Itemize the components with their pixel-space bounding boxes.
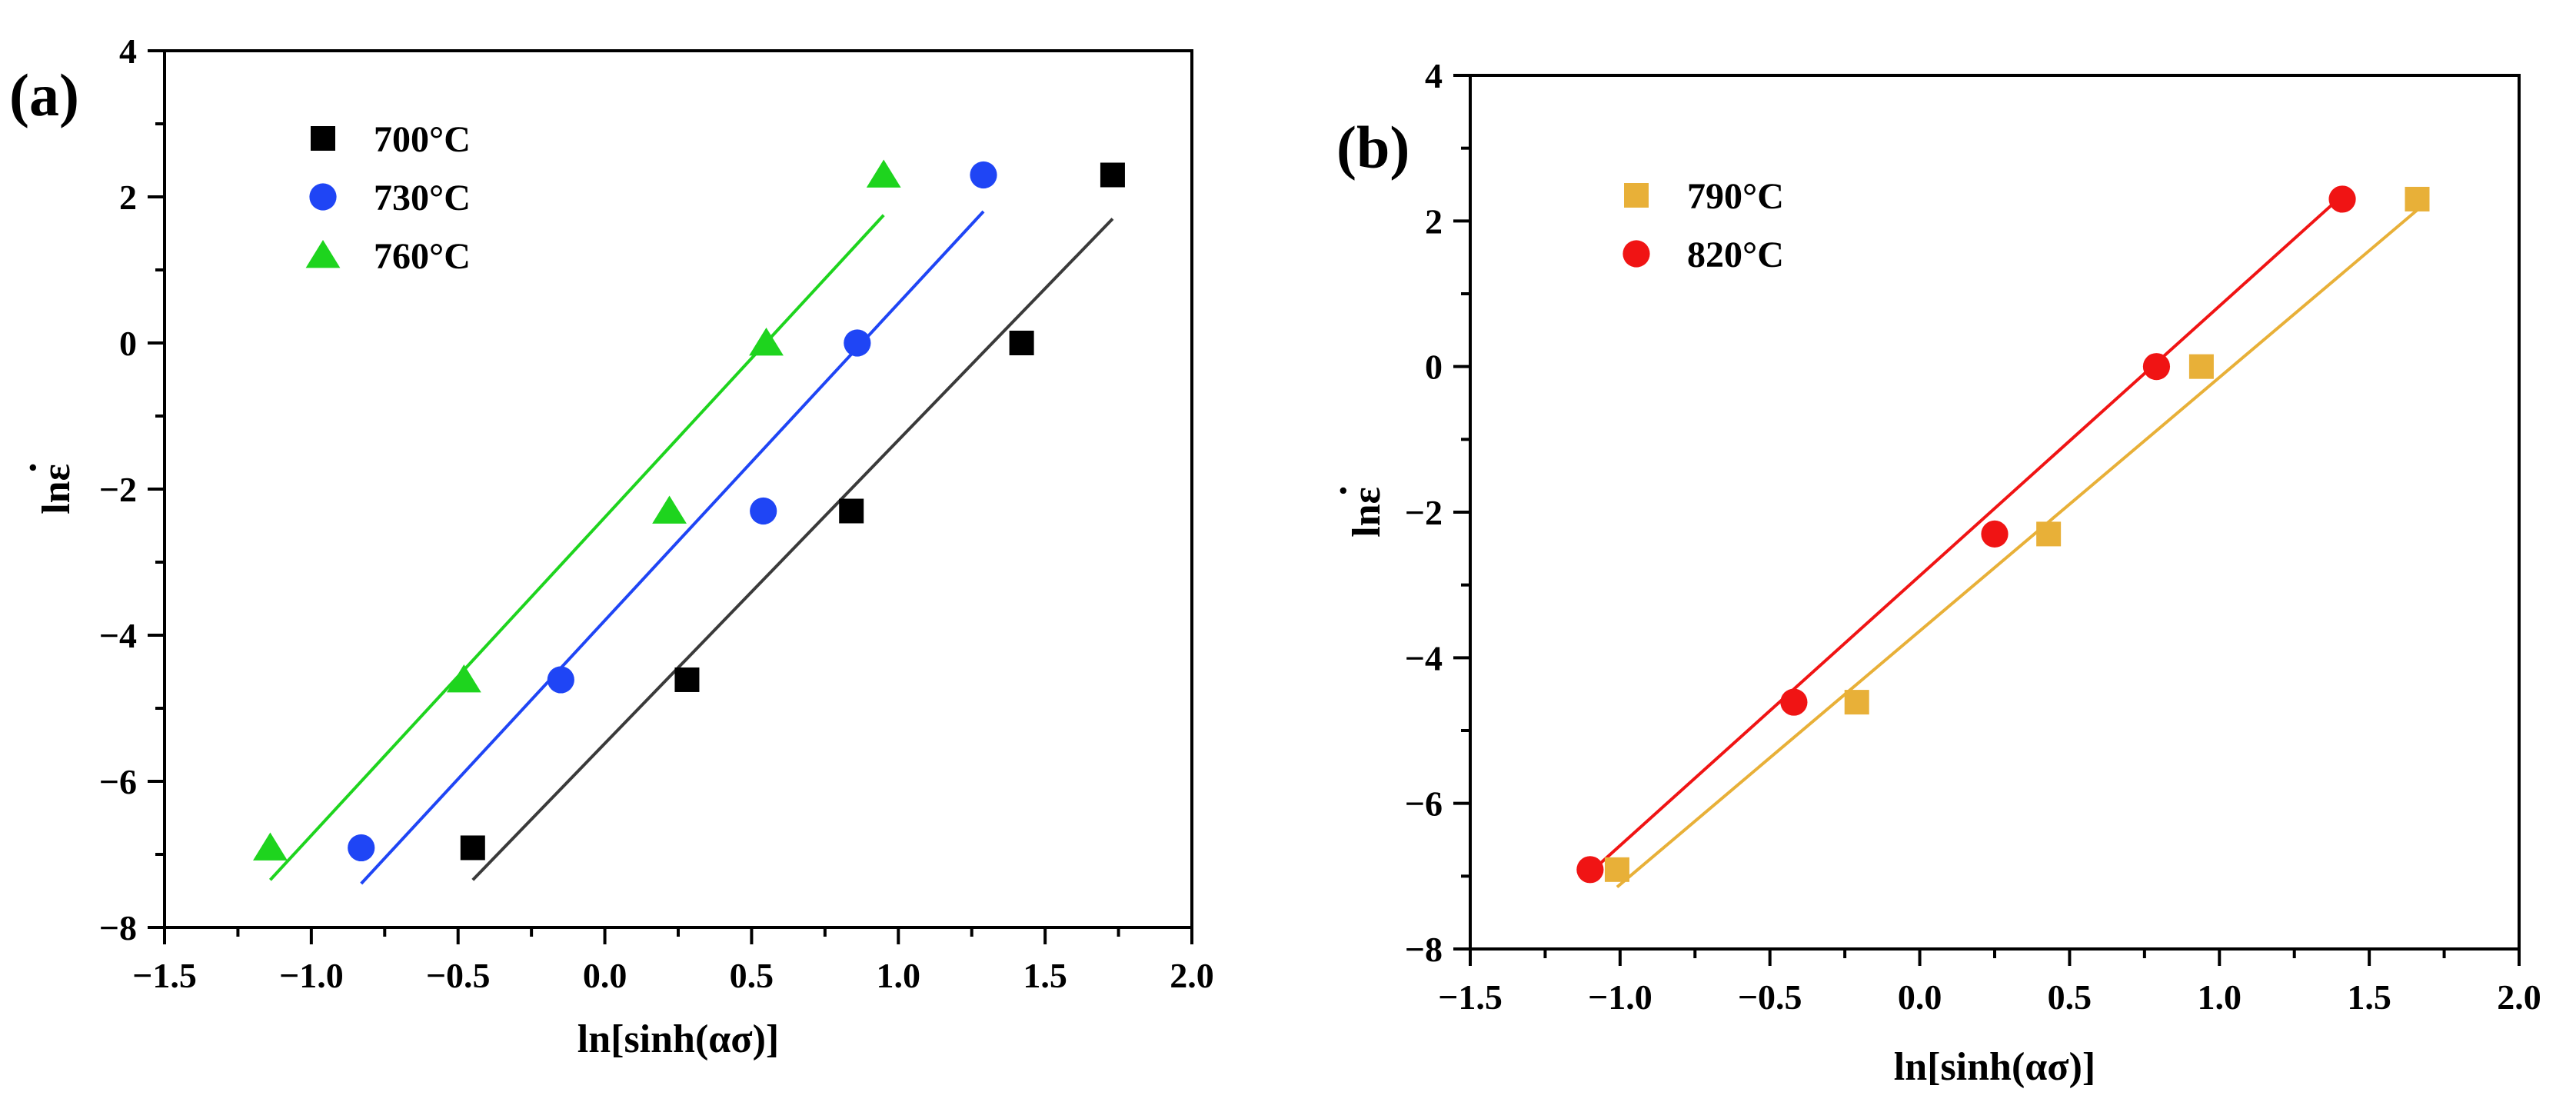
data-point	[1844, 690, 1869, 715]
data-point	[674, 667, 700, 692]
x-tick-label: 1.5	[1023, 956, 1067, 995]
panel-label: (a)	[9, 62, 79, 128]
x-tick-label: 0.5	[2048, 977, 2092, 1017]
panel-b: (b) −1.5 −1.0 −0.5 0.0 0.5 1.0 1.5 2.0 −8 −6 −4 −2 0…	[1322, 56, 2541, 1089]
data-point	[547, 666, 574, 694]
y-tick-label: 4	[1425, 56, 1443, 95]
y-tick-label: 2	[119, 178, 137, 217]
x-axis-label: ln[sinh(ασ)]	[1894, 1045, 2095, 1089]
x-axis-label: ln[sinh(ασ)]	[577, 1017, 779, 1061]
fit-line	[268, 214, 885, 881]
x-tick-label: 1.0	[2198, 977, 2242, 1017]
y-axis-label: lnε	[1345, 487, 1389, 538]
legend: 790°C 820°C	[1622, 176, 1784, 275]
y-tick-label: −2	[1405, 493, 1443, 532]
data-point	[1604, 857, 1629, 882]
y-tick-label: −4	[99, 616, 137, 655]
tick-labels: −1.5 −1.0 −0.5 0.0 0.5 1.0 1.5 2.0 −8 −6 −4 −2 0 2 4	[99, 32, 1214, 995]
fit-line	[471, 218, 1114, 881]
x-tick-label: −1.5	[132, 956, 197, 995]
legend: 700°C 730°C 760°C	[305, 119, 471, 277]
y-tick-label: 2	[1425, 201, 1443, 241]
y-tick-label: −6	[1405, 784, 1443, 824]
x-tick-label: 1.0	[877, 956, 921, 995]
fit-lines	[268, 210, 1114, 885]
data-point	[1780, 688, 1808, 716]
y-tick-label: 0	[119, 324, 137, 363]
x-tick-label: 0.5	[730, 956, 774, 995]
y-axis-label-group: lnε ·	[1322, 484, 1389, 537]
data-point	[1009, 331, 1034, 355]
data-point	[2142, 353, 2171, 381]
x-tick-label: 0.0	[1898, 977, 1942, 1017]
y-tick-label: −2	[99, 470, 137, 509]
x-tick-label: −1.0	[1588, 977, 1652, 1017]
y-tick-label: −6	[99, 762, 137, 801]
x-tick-label: −1.0	[279, 956, 344, 995]
legend-label: 820°C	[1687, 235, 1784, 275]
fit-line	[360, 210, 985, 885]
plot-frame	[163, 49, 1193, 929]
legend-label: 790°C	[1687, 176, 1784, 217]
data-point	[2328, 185, 2356, 213]
axis-ticks	[1453, 74, 2521, 966]
y-axis-label-dot: ·	[12, 461, 55, 474]
fit-line	[1589, 194, 2344, 874]
legend-label: 700°C	[374, 119, 471, 160]
data-point	[2188, 354, 2214, 379]
data-point	[652, 495, 687, 524]
y-tick-label: −4	[1405, 638, 1443, 678]
axis-ticks	[148, 49, 1193, 944]
y-axis-label: lnε	[35, 464, 78, 514]
data-point	[460, 835, 485, 861]
x-tick-label: −0.5	[426, 956, 491, 995]
legend-marker	[309, 183, 337, 211]
legend-marker	[311, 126, 335, 151]
data-point	[839, 498, 864, 524]
data-point	[446, 664, 481, 693]
y-tick-label: 4	[119, 32, 137, 71]
legend-marker	[1622, 240, 1650, 268]
panel-a: (a) −1.5 −1.0 −0.5 0.0 0.5 1.0 1.5 2.0 −8 −6 −4 −2 0…	[9, 32, 1214, 1061]
legend-marker	[305, 240, 341, 268]
fit-lines	[1589, 194, 2418, 889]
data-point	[750, 497, 777, 525]
y-axis-label-group: lnε ·	[12, 461, 78, 514]
y-axis-label-dot: ·	[1322, 484, 1366, 497]
data-point	[1576, 856, 1604, 884]
data-point	[866, 159, 901, 188]
data-point	[749, 328, 784, 356]
data-point	[1100, 162, 1125, 188]
data-point	[1981, 520, 2009, 548]
y-tick-label: −8	[99, 908, 137, 947]
legend-label: 760°C	[374, 236, 471, 277]
legend-marker	[1624, 183, 1649, 208]
panel-label: (b)	[1336, 114, 1409, 181]
legend-label: 730°C	[374, 178, 471, 218]
data-point	[2036, 521, 2062, 547]
x-tick-label: 0.0	[583, 956, 627, 995]
x-tick-label: 2.0	[1170, 956, 1214, 995]
data-point	[2405, 186, 2430, 211]
y-tick-label: −8	[1405, 930, 1443, 969]
x-tick-label: −0.5	[1738, 977, 1802, 1017]
y-tick-label: 0	[1425, 348, 1443, 387]
data-point	[844, 329, 871, 357]
data-points	[253, 159, 1125, 862]
tick-labels: −1.5 −1.0 −0.5 0.0 0.5 1.0 1.5 2.0 −8 −6 −4 −2 0 2 4	[1405, 56, 2541, 1017]
fit-line	[1616, 208, 2418, 889]
x-tick-label: 2.0	[2497, 977, 2541, 1017]
data-points	[1576, 185, 2430, 884]
data-point	[970, 161, 997, 189]
x-tick-label: −1.5	[1438, 977, 1503, 1017]
x-tick-label: 1.5	[2347, 977, 2391, 1017]
data-point	[253, 832, 288, 861]
data-point	[348, 834, 375, 862]
